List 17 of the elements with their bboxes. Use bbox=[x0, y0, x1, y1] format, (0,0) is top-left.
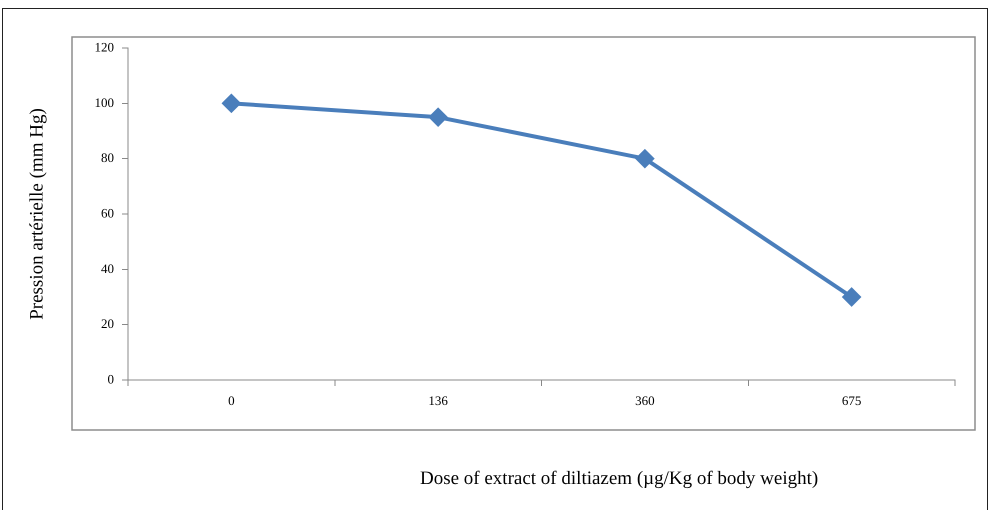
y-tick-label: 0 bbox=[108, 371, 114, 386]
point bbox=[636, 150, 654, 168]
y-tick-label: 20 bbox=[101, 316, 114, 332]
x-tick-label: 136 bbox=[428, 393, 448, 408]
x-tick-label: 360 bbox=[635, 393, 655, 408]
y-tick-label: 60 bbox=[101, 205, 114, 220]
point bbox=[842, 288, 861, 306]
y-tick-label: 40 bbox=[101, 260, 114, 276]
y-axis-title: Pression artérielle (mm Hg) bbox=[26, 108, 48, 320]
y-tick-label: 120 bbox=[94, 39, 114, 54]
y-tick-label: 80 bbox=[101, 150, 114, 166]
x-axis-title: Dose of extract of diltiazem (µg/Kg of body weight) bbox=[420, 468, 820, 490]
point bbox=[429, 108, 448, 126]
y-tick-label: 100 bbox=[94, 94, 114, 110]
x-tick-label: 0 bbox=[228, 393, 235, 408]
x-tick-label: 675 bbox=[842, 393, 862, 408]
point bbox=[222, 94, 240, 112]
